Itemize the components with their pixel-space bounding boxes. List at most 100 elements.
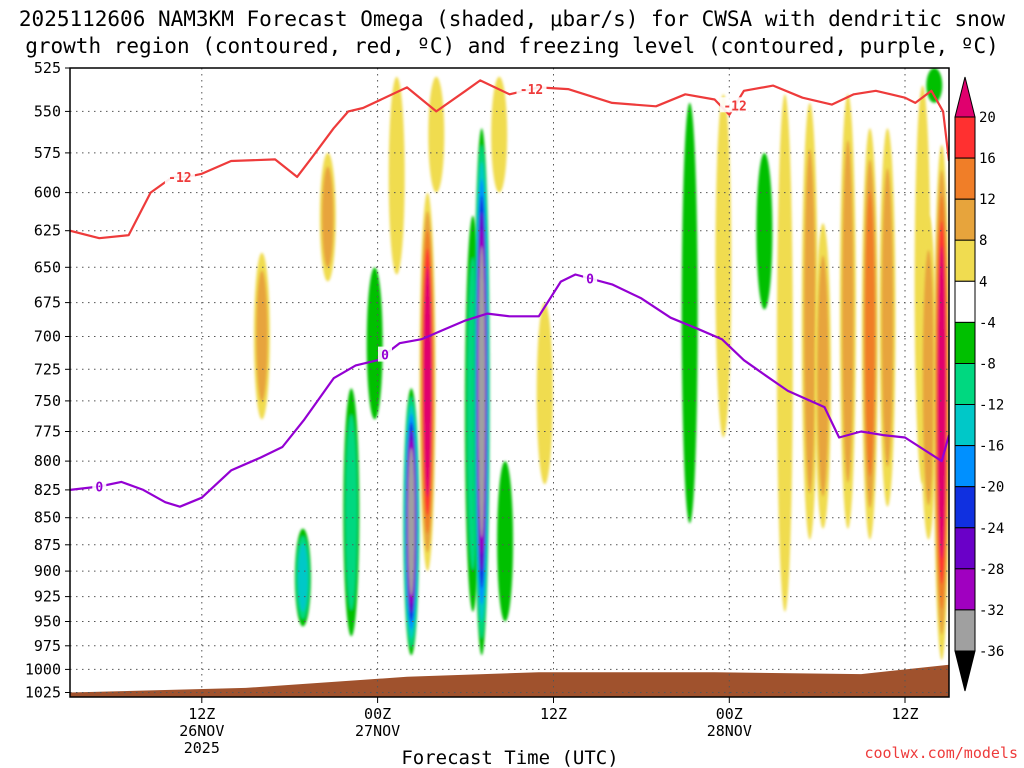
contour-line xyxy=(70,79,949,240)
omega-cell xyxy=(926,68,943,103)
x-tick-label: 12Z xyxy=(891,705,918,723)
x-axis-title: Forecast Time (UTC) xyxy=(401,747,618,768)
chart-title-line-2: growth region (contoured, red, ºC) and f… xyxy=(25,34,999,58)
y-tick-label: 700 xyxy=(34,328,61,346)
terrain-layer xyxy=(70,664,949,697)
y-tick-label: 1000 xyxy=(25,660,61,678)
omega-cell xyxy=(497,461,514,622)
colorbar-band xyxy=(954,116,976,159)
omega-band xyxy=(756,152,773,310)
omega-band xyxy=(423,267,432,497)
omega-band xyxy=(322,166,334,268)
omega-band xyxy=(776,94,793,612)
colorbar-level-label: -12 xyxy=(979,398,1004,414)
y-tick-label: 750 xyxy=(34,392,61,410)
omega-cell xyxy=(319,152,336,282)
colorbar-band xyxy=(954,363,976,406)
y-tick-label: 625 xyxy=(34,222,61,240)
x-tick-date: 28NOV xyxy=(707,722,752,740)
omega-band xyxy=(256,270,268,402)
omega-cell xyxy=(366,267,383,420)
colorbar-level-label: 8 xyxy=(979,233,987,249)
temperature-contours: -12 -12 -12 0 0 0 xyxy=(70,79,949,508)
y-tick-label: 775 xyxy=(34,423,61,441)
x-tick-date: 27NOV xyxy=(355,722,400,740)
omega-band xyxy=(536,302,553,485)
y-tick-label: 975 xyxy=(34,637,61,655)
grid-lines xyxy=(70,67,949,697)
colorbar-band xyxy=(954,239,976,282)
colorbar-level-label: -24 xyxy=(979,521,1004,537)
plot-frame xyxy=(69,67,950,698)
contour-label-bg xyxy=(92,478,107,494)
contour-label: -12 xyxy=(723,99,746,114)
colorbar-level-label: -32 xyxy=(979,603,1004,619)
contour-line xyxy=(70,273,949,508)
x-tick-label: 00Z xyxy=(364,705,391,723)
omega-cell xyxy=(428,76,445,193)
omega-cell xyxy=(920,215,937,540)
y-tick-label: 850 xyxy=(34,509,61,527)
chart-title-line-1: 2025112606 NAM3KM Forecast Omega (shaded… xyxy=(19,7,1006,31)
colorbar-level-label: 4 xyxy=(979,274,987,290)
y-tick-label: 1025 xyxy=(25,684,61,702)
omega-band xyxy=(842,140,854,483)
x-tick-year: 2025 xyxy=(184,739,220,757)
omega-cell xyxy=(536,302,553,485)
y-tick-label: 900 xyxy=(34,562,61,580)
omega-shading xyxy=(253,68,949,660)
omega-band xyxy=(388,76,405,275)
colorbar-level-label: -16 xyxy=(979,439,1004,455)
contour-label-bg xyxy=(516,81,547,97)
y-tick-label: 575 xyxy=(34,144,61,162)
omega-band xyxy=(491,76,508,193)
colorbar-band xyxy=(954,568,976,611)
colorbar-band xyxy=(954,157,976,200)
omega-cell xyxy=(294,528,311,627)
y-tick-label: 650 xyxy=(34,258,61,276)
omega-cell xyxy=(473,128,490,656)
omega-band xyxy=(881,168,894,467)
y-tick-label: 825 xyxy=(34,481,61,499)
colorbar: 20 16 12 8 4 -4 -8 -12 -16 -20 -24 -28 -32 -36 xyxy=(954,76,1004,692)
colorbar-level-label: 12 xyxy=(979,192,996,208)
omega-cell xyxy=(815,223,831,529)
plot-area: -12 -12 -12 0 0 0 xyxy=(69,67,950,698)
y-axis: 525 550 575 600 625 650 675 700 725 750 775 800 825 8… xyxy=(25,59,70,702)
y-tick-label: 550 xyxy=(34,102,61,120)
y-tick-label: 950 xyxy=(34,613,61,631)
colorbar-band xyxy=(954,404,976,447)
contour-label-bg xyxy=(583,270,598,286)
omega-band xyxy=(298,543,308,612)
colorbar-band xyxy=(954,609,976,652)
colorbar-band xyxy=(954,486,976,529)
colorbar-bottom-arrow xyxy=(954,650,976,692)
omega-cell xyxy=(715,94,732,438)
omega-cell xyxy=(801,102,818,540)
y-tick-label: 800 xyxy=(34,452,61,470)
omega-cell xyxy=(419,192,436,572)
omega-cell xyxy=(491,76,508,193)
colorbar-level-label: -20 xyxy=(979,480,1004,496)
omega-band xyxy=(407,448,415,596)
contour-label: 0 xyxy=(586,273,594,288)
omega-band xyxy=(926,68,943,103)
contour-label: -12 xyxy=(168,171,191,186)
colorbar-level-label: 16 xyxy=(979,151,996,167)
colorbar-band xyxy=(954,280,976,323)
y-tick-label: 925 xyxy=(34,588,61,606)
omega-cell xyxy=(681,102,698,524)
y-tick-label: 875 xyxy=(34,536,61,554)
omega-cell xyxy=(839,94,856,529)
omega-cell xyxy=(861,128,878,540)
contour-label-bg xyxy=(378,346,392,362)
colorbar-band xyxy=(954,527,976,570)
omega-band xyxy=(865,190,875,477)
terrain-fill xyxy=(70,664,949,697)
contour-label-bg xyxy=(720,97,751,113)
contour-label: 0 xyxy=(95,481,103,496)
omega-cell xyxy=(403,388,420,656)
omega-band xyxy=(345,414,358,610)
y-tick-label: 725 xyxy=(34,360,61,378)
